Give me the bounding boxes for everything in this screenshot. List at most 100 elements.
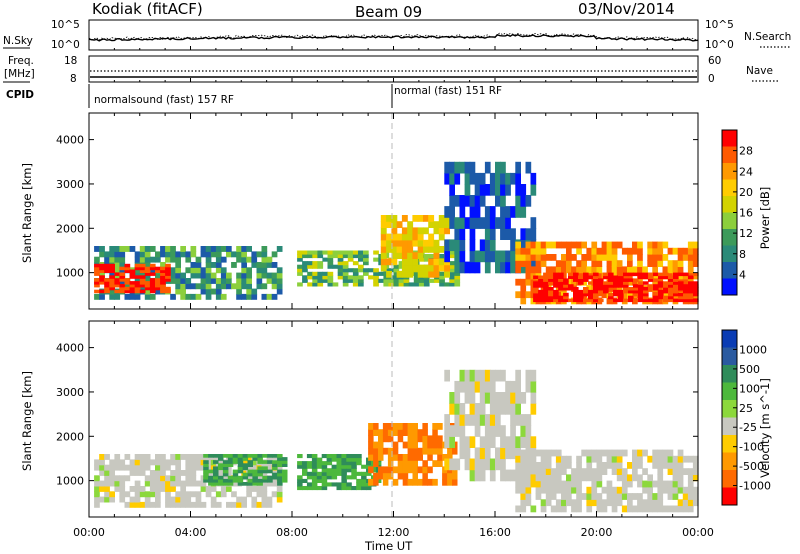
velocity-cell (422, 447, 428, 455)
velocity-cell (297, 464, 303, 469)
power-cell (220, 256, 227, 263)
power-cell (637, 266, 643, 274)
velocity-cell (242, 454, 249, 458)
power-cell (643, 295, 649, 300)
power-cell (271, 262, 278, 268)
power-cell (215, 251, 222, 258)
velocity-cell (241, 496, 247, 503)
power-cell (175, 256, 181, 263)
power-cell (530, 184, 537, 196)
power-cell (342, 271, 349, 276)
power-cell (538, 298, 544, 303)
power-cell (160, 289, 166, 294)
power-cell (423, 246, 429, 253)
power-cell (190, 293, 197, 300)
power-cell (693, 281, 699, 285)
power-cell (347, 257, 354, 262)
velocity-cell (530, 436, 537, 448)
power-cell (563, 278, 569, 282)
velocity-cell (341, 471, 347, 476)
velocity-cell (351, 461, 357, 466)
power-cell (449, 184, 455, 196)
power-cell (672, 247, 679, 255)
power-cell (170, 267, 176, 274)
velocity-cell (203, 472, 209, 477)
power-cell (598, 287, 604, 291)
velocity-cell (500, 425, 506, 437)
velocity-cell (175, 501, 181, 508)
power-cell (678, 284, 684, 288)
power-cell (200, 272, 207, 279)
velocity-cell (407, 441, 414, 449)
velocity-cell (444, 414, 450, 426)
velocity-cell (484, 458, 491, 471)
velocity-cell (119, 491, 126, 498)
power-cell (693, 298, 699, 303)
power-cell (520, 228, 527, 240)
velocity-cell (316, 475, 323, 480)
power-cell (200, 251, 207, 258)
velocity-cell (331, 468, 338, 473)
velocity-cell (515, 403, 521, 415)
power-cell (200, 267, 207, 274)
velocity-cell (555, 462, 562, 469)
velocity-colorbar-swatch (722, 417, 737, 436)
power-cell (205, 288, 212, 295)
power-cell (543, 284, 549, 288)
velocity-cell (437, 441, 443, 449)
power-cell (433, 221, 440, 228)
velocity-cell (144, 480, 151, 487)
power-cell (134, 251, 141, 258)
velocity-cell (139, 470, 146, 476)
velocity-cell (692, 499, 699, 507)
power-cell (119, 272, 126, 276)
velocity-cell (190, 475, 197, 482)
velocity-cell (257, 482, 263, 486)
power-cell (591, 266, 598, 274)
power-cell (540, 254, 547, 261)
power-cell (144, 293, 151, 300)
power-cell (573, 289, 579, 294)
power-cell (327, 282, 334, 287)
power-cell (683, 289, 689, 294)
power-cell (571, 254, 577, 261)
power-cell (647, 260, 653, 267)
power-cell (525, 260, 532, 267)
velocity-colorbar-tick-label: 1000 (739, 343, 767, 356)
power-cell (608, 295, 614, 300)
velocity-cell (149, 470, 156, 476)
velocity-cell (195, 454, 202, 460)
power-cell (533, 281, 539, 285)
power-cell (583, 272, 589, 277)
velocity-cell (621, 493, 628, 500)
power-cell (668, 287, 674, 291)
velocity-cell (520, 499, 527, 507)
velocity-cell (452, 478, 458, 486)
power-cell (144, 256, 151, 263)
velocity-cell (637, 449, 643, 457)
velocity-cell (672, 505, 679, 513)
power-cell (535, 254, 542, 261)
power-cell (94, 272, 100, 276)
power-cell (307, 275, 313, 280)
velocity-cell (306, 461, 313, 466)
velocity-cell (417, 454, 423, 461)
power-cell (428, 215, 435, 222)
velocity-cell (596, 449, 603, 457)
power-cell (160, 283, 166, 288)
velocity-cell (591, 455, 598, 463)
power-cell (378, 278, 384, 283)
velocity-cell (356, 482, 362, 487)
power-cell (606, 285, 613, 292)
velocity-cell (306, 486, 313, 491)
velocity-cell (611, 486, 618, 494)
power-cell (678, 295, 684, 300)
power-cell (563, 292, 569, 297)
velocity-cell (647, 505, 653, 513)
power-cell (423, 215, 429, 222)
velocity-cell (417, 429, 423, 436)
velocity-cell (520, 425, 527, 437)
velocity-cell (277, 457, 283, 461)
velocity-cell (251, 486, 258, 492)
velocity-cell (484, 425, 491, 437)
